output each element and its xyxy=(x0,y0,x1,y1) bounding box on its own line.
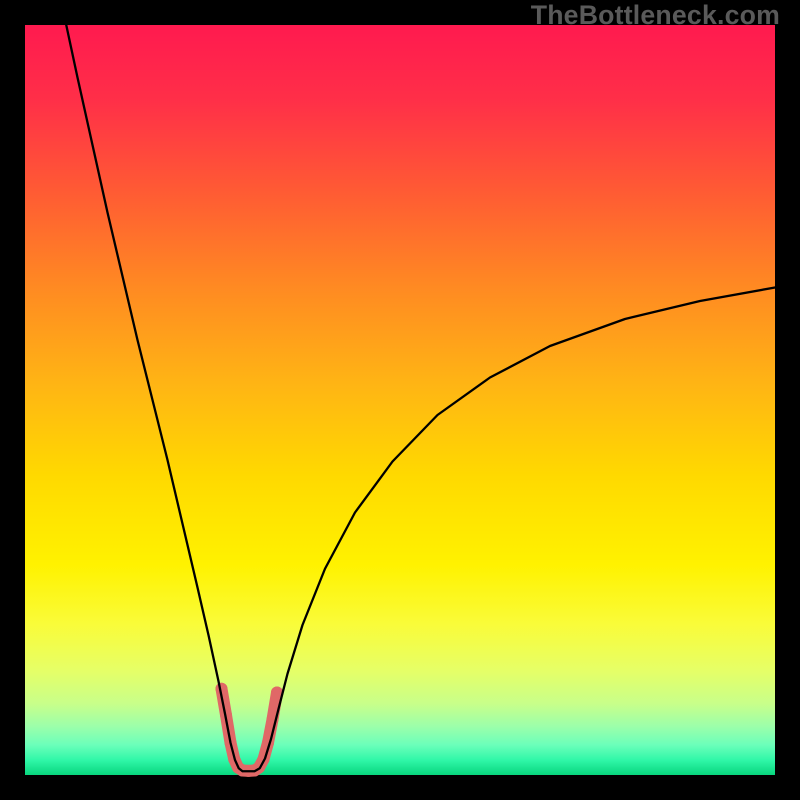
bottleneck-chart xyxy=(0,0,800,800)
plot-background xyxy=(25,25,775,775)
watermark-text: TheBottleneck.com xyxy=(531,0,780,31)
chart-frame: TheBottleneck.com xyxy=(0,0,800,800)
